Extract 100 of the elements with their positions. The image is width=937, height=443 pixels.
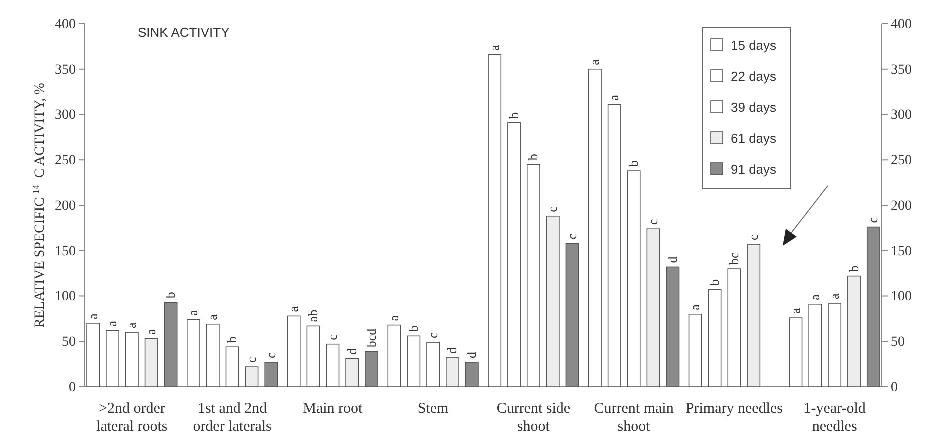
data-label: a (286, 306, 302, 312)
data-label: c (425, 332, 440, 339)
bar (688, 314, 702, 388)
data-label: d (344, 348, 360, 355)
legend-label: 15 days (731, 38, 778, 53)
data-label: b (626, 160, 642, 168)
data-label: c (645, 219, 660, 226)
y-tick-label: 350 (55, 62, 76, 78)
bar (306, 326, 320, 388)
y2-tick-label: 100 (891, 290, 912, 305)
bar (407, 336, 421, 388)
bar (206, 324, 220, 388)
data-label: d (664, 256, 680, 264)
x-tick-label: 1-year-old needles (804, 401, 866, 435)
y2-tick-label: 50 (891, 335, 905, 350)
bar (287, 316, 301, 388)
data-label: c (244, 357, 259, 364)
data-label: c (746, 234, 761, 241)
y2-tick-label: 400 (891, 17, 912, 32)
bar (728, 268, 742, 388)
bar (508, 122, 521, 388)
x-tick-label: >2nd order lateral roots (96, 401, 168, 435)
x-tick-label: Main root (303, 401, 364, 417)
data-label: a (85, 313, 100, 320)
data-label: c (564, 234, 580, 240)
y2-tick-label: 350 (891, 62, 912, 78)
data-label: a (587, 59, 602, 66)
legend-label: 61 days (731, 131, 778, 146)
bar (446, 358, 460, 388)
data-label: c (866, 217, 881, 224)
bar (245, 366, 259, 388)
x-tick-label: Current main shoot (594, 401, 674, 435)
legend-label: 39 days (731, 100, 778, 115)
data-label: b (526, 154, 541, 161)
data-label: bc (726, 252, 742, 266)
bar (106, 330, 120, 388)
data-label: d (464, 351, 480, 358)
data-label: b (506, 112, 522, 119)
bar (488, 54, 502, 388)
bar (808, 304, 822, 388)
bar (526, 164, 540, 388)
y2-tick-label: 200 (891, 198, 912, 214)
data-label: c (545, 206, 560, 212)
x-tick-label: 1st and 2nd order laterals (193, 401, 272, 435)
data-label: c (263, 352, 278, 358)
bar (388, 324, 402, 388)
data-label: a (606, 94, 622, 101)
bar (747, 244, 761, 388)
y-tick-label: 0 (69, 380, 76, 396)
data-label: a (124, 322, 140, 329)
data-label: a (688, 304, 703, 310)
y-tick-label: 150 (55, 244, 76, 260)
y2-tick-label: 150 (891, 244, 912, 260)
bar (346, 358, 360, 388)
legend-label: 22 days (731, 69, 778, 84)
y-tick-label: 300 (55, 108, 76, 124)
bar (226, 346, 240, 388)
bar (86, 323, 100, 388)
data-label: a (826, 294, 842, 300)
y2-tick-label: 0 (891, 380, 898, 396)
bar (588, 68, 602, 388)
data-label: b (707, 279, 722, 286)
bar (326, 344, 340, 388)
y-tick-label: 400 (55, 17, 76, 32)
y2-tick-label: 300 (891, 108, 912, 124)
data-label: d (444, 346, 460, 354)
data-label: b (406, 326, 421, 332)
bar (546, 216, 560, 388)
bar (144, 338, 158, 388)
data-label: b (846, 266, 862, 272)
bar (789, 318, 803, 388)
x-tick-label: Current side shoot (496, 401, 571, 435)
data-label: a (104, 320, 120, 327)
bar (125, 332, 139, 388)
data-label: a (205, 314, 220, 320)
y-tick-label: 100 (55, 290, 76, 305)
data-label: a (486, 44, 502, 51)
data-label: a (807, 294, 822, 300)
x-tick-label: Primary needles (686, 401, 784, 417)
data-label: a (788, 308, 803, 314)
data-label: a (386, 315, 402, 322)
y-tick-label: 200 (55, 198, 76, 214)
bar (186, 319, 200, 388)
bar (828, 303, 842, 388)
data-label: b (163, 292, 178, 299)
data-label: bcd (364, 328, 379, 348)
chart-title: SINK ACTIVITY (138, 25, 230, 40)
data-label: a (144, 328, 159, 335)
legend-label: 91 days (731, 162, 778, 177)
data-label: b (224, 336, 240, 344)
bar (608, 104, 622, 388)
data-label: c (324, 334, 340, 340)
y-tick-label: 250 (55, 154, 76, 169)
bar (646, 228, 660, 388)
y-tick-label: 50 (62, 335, 76, 350)
bar (848, 276, 861, 388)
data-label: a (186, 310, 201, 316)
bar (426, 342, 440, 388)
data-label: ab (306, 310, 321, 322)
bar (627, 170, 641, 388)
